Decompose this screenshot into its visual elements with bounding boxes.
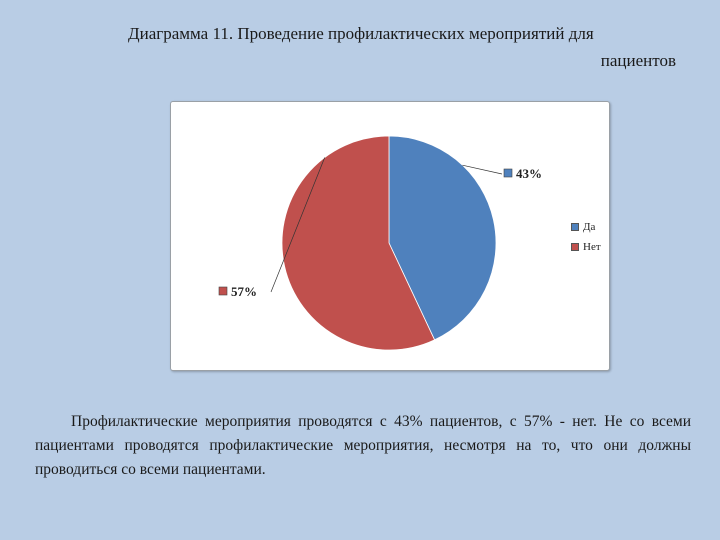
data-label-swatch-0 xyxy=(503,168,513,178)
legend-item-yes: Да xyxy=(571,217,601,237)
legend-swatch-no xyxy=(571,243,579,251)
title-line-2: пациентов xyxy=(600,51,676,70)
legend-label-no: Нет xyxy=(583,241,601,253)
leader-line-1 xyxy=(270,157,326,293)
data-label-1: 57% xyxy=(231,284,257,299)
slide-title: Диаграмма 11. Проведение профилактически… xyxy=(120,20,680,74)
chart-area: 43% 57% Да Нет xyxy=(170,101,610,371)
data-label-swatch-1 xyxy=(218,286,228,296)
pie-slice-0 xyxy=(388,135,497,341)
pie-slice-1 xyxy=(281,135,436,351)
description-paragraph: Профилактические мероприятия проводятся … xyxy=(35,413,691,478)
legend: Да Нет xyxy=(571,217,601,257)
leader-line-0 xyxy=(462,164,503,175)
pie-chart: 43% 57% xyxy=(218,135,542,351)
data-label-0: 43% xyxy=(516,166,542,181)
legend-item-no: Нет xyxy=(571,237,601,257)
legend-label-yes: Да xyxy=(583,221,596,233)
legend-swatch-yes xyxy=(571,223,579,231)
title-line-1: Диаграмма 11. Проведение профилактически… xyxy=(128,24,594,43)
